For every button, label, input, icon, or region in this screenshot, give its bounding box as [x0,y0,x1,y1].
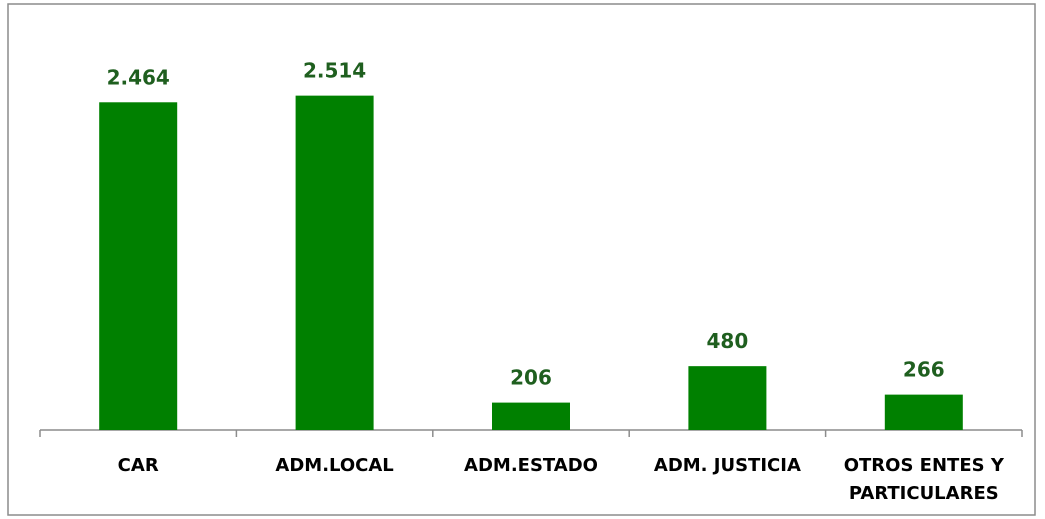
bar [295,95,374,430]
bar [884,394,963,430]
x-tick-label: ADM.ESTADO [464,455,598,476]
x-tick-label: OTROS ENTES Y PARTICULARES [843,455,1004,504]
value-label: 480 [707,329,749,353]
bar [99,102,178,431]
x-tick-label: ADM.LOCAL [275,455,394,476]
bar [492,402,570,430]
value-label: 2.464 [107,65,170,89]
bar [688,366,767,430]
value-label: 2.514 [303,59,366,83]
x-tick-label: ADM. JUSTICIA [653,455,801,476]
value-label: 206 [510,366,552,390]
value-label: 266 [903,358,945,382]
x-tick-label: CAR [117,455,159,476]
